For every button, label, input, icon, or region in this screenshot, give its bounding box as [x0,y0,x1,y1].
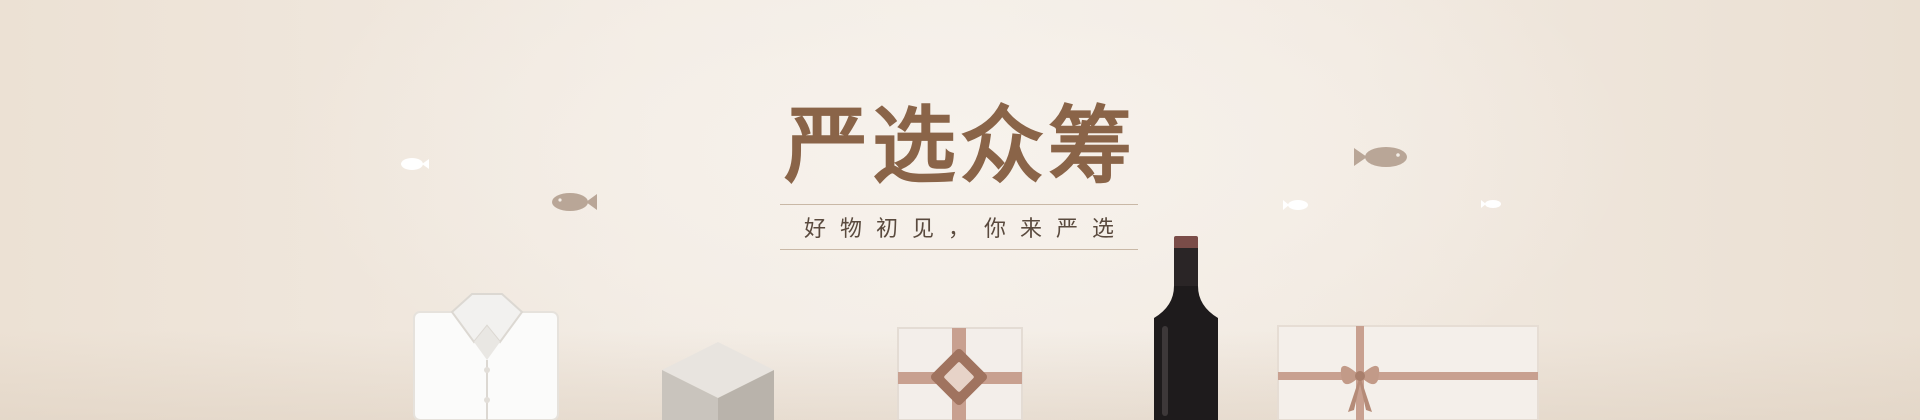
fish-icon [1354,147,1407,167]
tagline-frame: 好物初见，你来严选 [780,204,1138,250]
shirt-icon [413,293,559,420]
gift-box-icon [1277,325,1539,420]
fish-icon [1481,200,1501,208]
banner-tagline: 好物初见，你来严选 [803,217,1128,242]
fish-icon [401,158,429,170]
banner-headline: 严选众筹 [783,96,1136,195]
box-icon [662,342,774,420]
fish-icon [1283,200,1308,210]
fish-icon [552,193,597,211]
wine-bottle-icon [1154,236,1218,420]
gift-box-icon [897,327,1023,420]
